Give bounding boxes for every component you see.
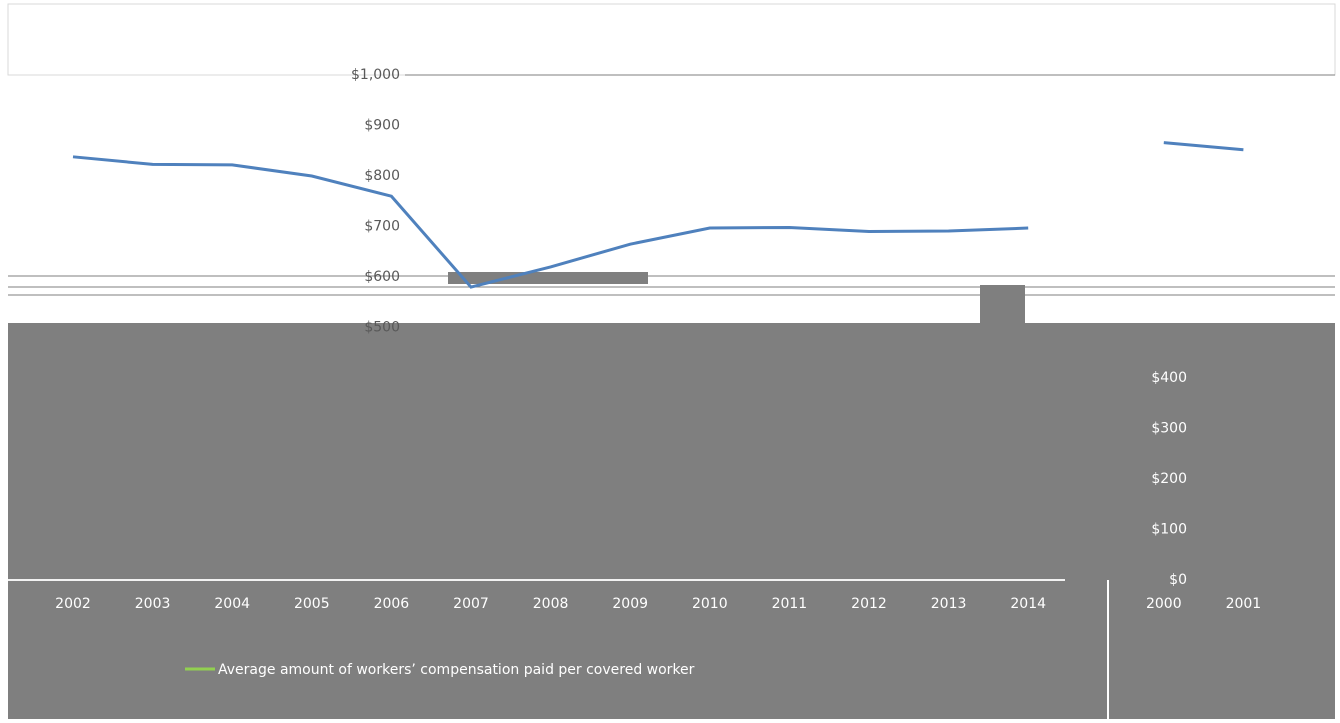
x-tick-label: 2001 bbox=[1226, 596, 1262, 612]
y-tick-label: $700 bbox=[364, 219, 400, 235]
x-tick-label: 2012 bbox=[851, 596, 887, 612]
x-tick-label: 2005 bbox=[294, 596, 330, 612]
x-tick-label: 2009 bbox=[612, 596, 648, 612]
y-tick-label: $800 bbox=[364, 168, 400, 184]
y-tick-label: $900 bbox=[364, 118, 400, 134]
x-tick-label: 2003 bbox=[135, 596, 171, 612]
legend: Average amount of workers’ compensation … bbox=[185, 662, 695, 678]
legend-label: Average amount of workers’ compensation … bbox=[218, 662, 695, 678]
y-tick-label: $1,000 bbox=[351, 67, 400, 83]
y-tick-label: $400 bbox=[1151, 370, 1187, 386]
x-tick-label: 2002 bbox=[55, 596, 91, 612]
top-panel bbox=[7, 3, 1336, 76]
x-tick-label: 2006 bbox=[374, 596, 410, 612]
y-tick-label: $0 bbox=[1169, 572, 1187, 588]
series-line bbox=[1163, 141, 1244, 152]
x-tick-label: 2008 bbox=[533, 596, 569, 612]
x-tick-label: 2014 bbox=[1010, 596, 1046, 612]
strip-block bbox=[980, 285, 1025, 323]
x-tick-label: 2010 bbox=[692, 596, 728, 612]
x-tick-label: 2000 bbox=[1146, 596, 1182, 612]
x-tick-label: 2013 bbox=[931, 596, 967, 612]
strip-block bbox=[448, 272, 648, 284]
y-tick-label: $200 bbox=[1151, 471, 1187, 487]
gray-region bbox=[8, 323, 1335, 719]
y-tick-label: $300 bbox=[1151, 421, 1187, 437]
series-line bbox=[72, 155, 1029, 289]
y-tick-label: $100 bbox=[1151, 522, 1187, 538]
x-tick-label: 2004 bbox=[214, 596, 250, 612]
y-tick-label: $600 bbox=[364, 269, 400, 285]
x-tick-label: 2011 bbox=[772, 596, 808, 612]
y-tick-label: $500 bbox=[364, 320, 400, 336]
x-tick-label: 2007 bbox=[453, 596, 489, 612]
